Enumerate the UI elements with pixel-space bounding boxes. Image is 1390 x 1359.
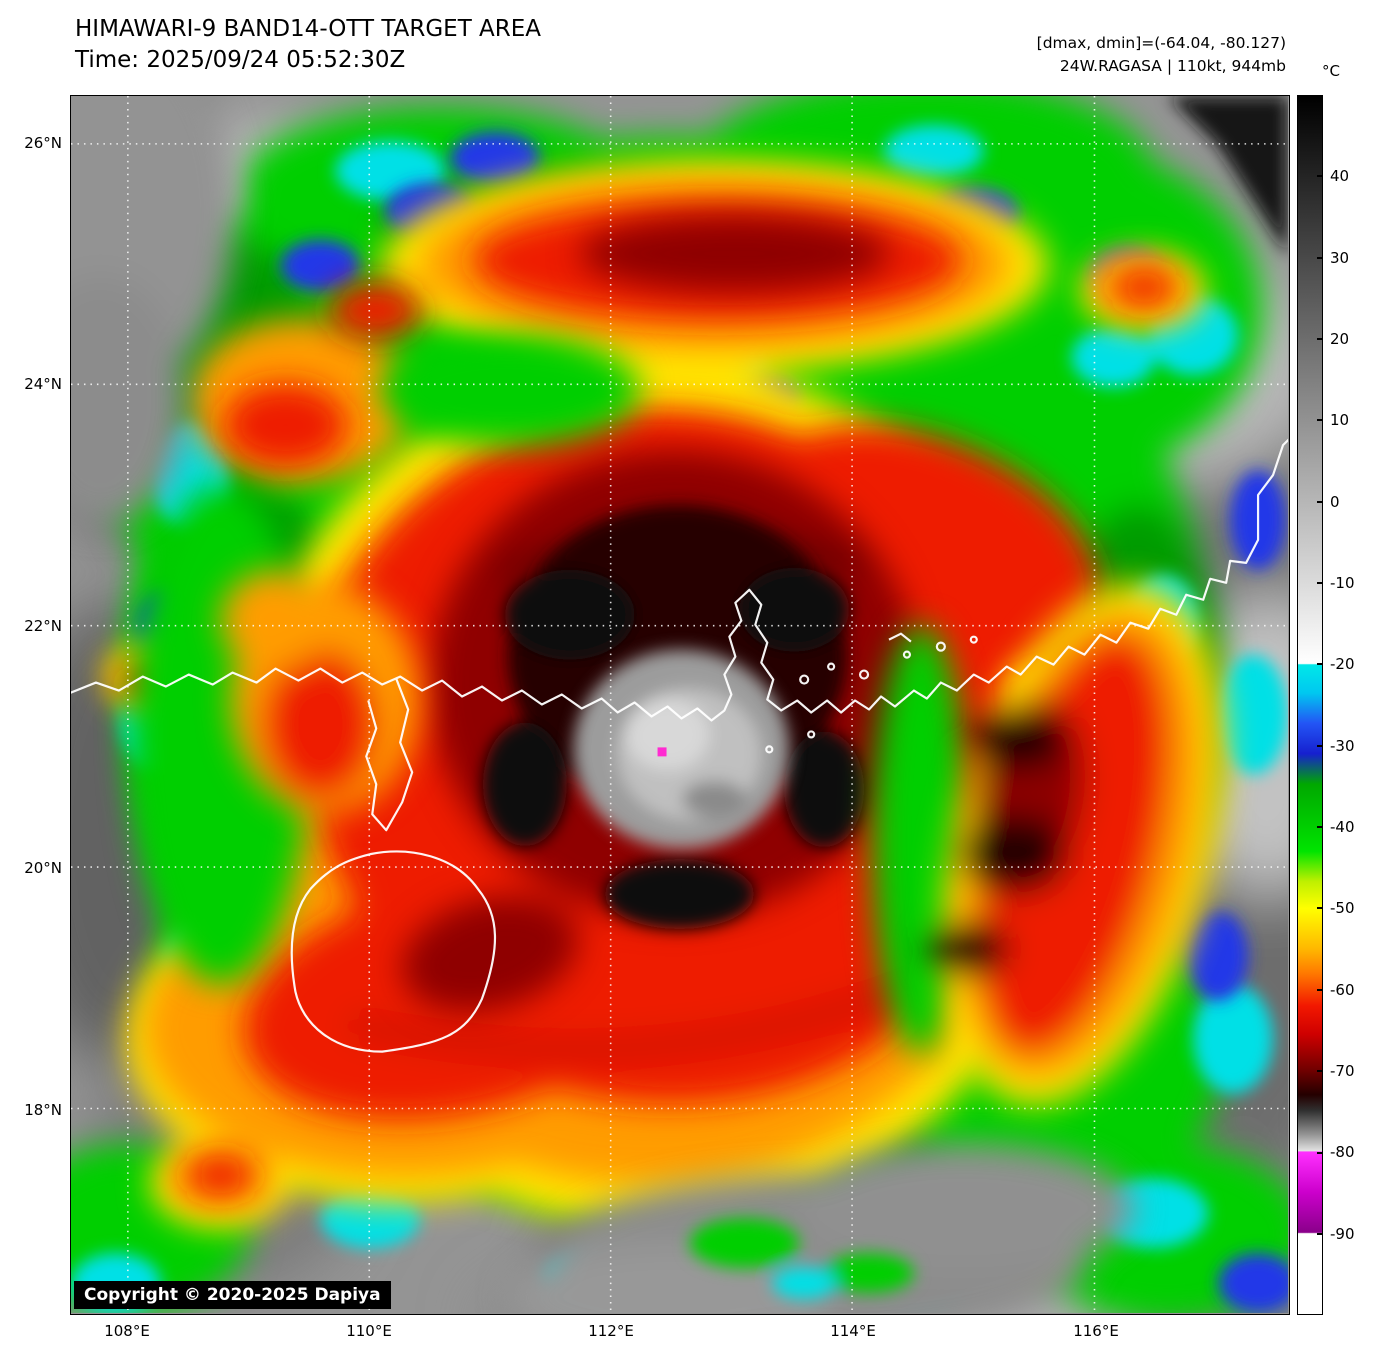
colorbar-tick	[1317, 907, 1323, 909]
colorbar-label--50: -50	[1330, 899, 1355, 917]
colorbar-tick	[1317, 1233, 1323, 1235]
foreground-gray-clouds	[71, 96, 1134, 1313]
lat-label-20n: 20°N	[24, 859, 62, 877]
colorbar-tick	[1317, 501, 1323, 503]
lon-label-112e: 112°E	[588, 1322, 634, 1340]
header-stats: [dmax, dmin]=(-64.04, -80.127) 24W.RAGAS…	[900, 32, 1286, 78]
lat-label-18n: 18°N	[24, 1101, 62, 1119]
colorbar-tick	[1317, 175, 1323, 177]
colorbar-tick	[1317, 257, 1323, 259]
bottom-green-specks	[689, 1218, 914, 1300]
colorbar-tick	[1317, 1152, 1323, 1154]
colorbar-label-40: 40	[1330, 167, 1350, 185]
colorbar-tick	[1317, 826, 1323, 828]
colorbar-label--70: -70	[1330, 1062, 1355, 1080]
temperature-colorbar	[1297, 95, 1323, 1315]
colorbar-label--60: -60	[1330, 981, 1355, 999]
colorbar-label--90: -90	[1330, 1225, 1355, 1243]
lon-label-108e: 108°E	[104, 1322, 150, 1340]
typhoon-ir-graphic: .g1{fill:#00cf00}.g2{fill:#009b00}.cy{fi…	[71, 96, 1288, 1313]
colorbar-tick	[1317, 745, 1323, 747]
lon-label-114e: 114°E	[830, 1322, 876, 1340]
lon-label-110e: 110°E	[346, 1322, 392, 1340]
typhoon-eye	[573, 649, 790, 850]
copyright-badge: Copyright © 2020-2025 Dapiya	[74, 1281, 391, 1309]
colorbar-tick	[1317, 419, 1323, 421]
colorbar-label--30: -30	[1330, 737, 1355, 755]
colorbar-label-0: 0	[1330, 493, 1340, 511]
lon-label-116e: 116°E	[1073, 1322, 1119, 1340]
page-title: HIMAWARI-9 BAND14-OTT TARGET AREA Time: …	[75, 14, 541, 76]
colorbar-tick	[1317, 338, 1323, 340]
colorbar-tick	[1317, 663, 1323, 665]
colorbar-label--40: -40	[1330, 818, 1355, 836]
colorbar-label-30: 30	[1330, 249, 1350, 267]
eastern-and-western-rainbands	[220, 569, 1225, 1106]
colorbar-label--80: -80	[1330, 1143, 1355, 1161]
colorbar-tick	[1317, 582, 1323, 584]
satellite-image: .g1{fill:#00cf00}.g2{fill:#009b00}.cy{fi…	[70, 95, 1290, 1315]
timestamp: Time: 2025/09/24 05:52:30Z	[75, 47, 406, 73]
product-title: HIMAWARI-9 BAND14-OTT TARGET AREA	[75, 16, 542, 42]
colorbar-unit-label: °C	[1322, 62, 1340, 80]
lat-label-26n: 26°N	[24, 134, 62, 152]
storm-info: 24W.RAGASA | 110kt, 944mb	[1059, 57, 1286, 75]
colorbar-tick	[1317, 1070, 1323, 1072]
coastlines	[71, 438, 1288, 1053]
colorbar-label--10: -10	[1330, 574, 1355, 592]
lat-label-24n: 24°N	[24, 375, 62, 393]
dmin-marker	[657, 747, 667, 757]
colorbar-label--20: -20	[1330, 655, 1355, 673]
colorbar-label-20: 20	[1330, 330, 1350, 348]
colorbar-tick	[1317, 989, 1323, 991]
colorbar-label-10: 10	[1330, 411, 1350, 429]
lat-label-22n: 22°N	[24, 617, 62, 635]
dmax-dmin-readout: [dmax, dmin]=(-64.04, -80.127)	[1036, 34, 1286, 52]
scan-edge-dark	[1168, 96, 1288, 256]
